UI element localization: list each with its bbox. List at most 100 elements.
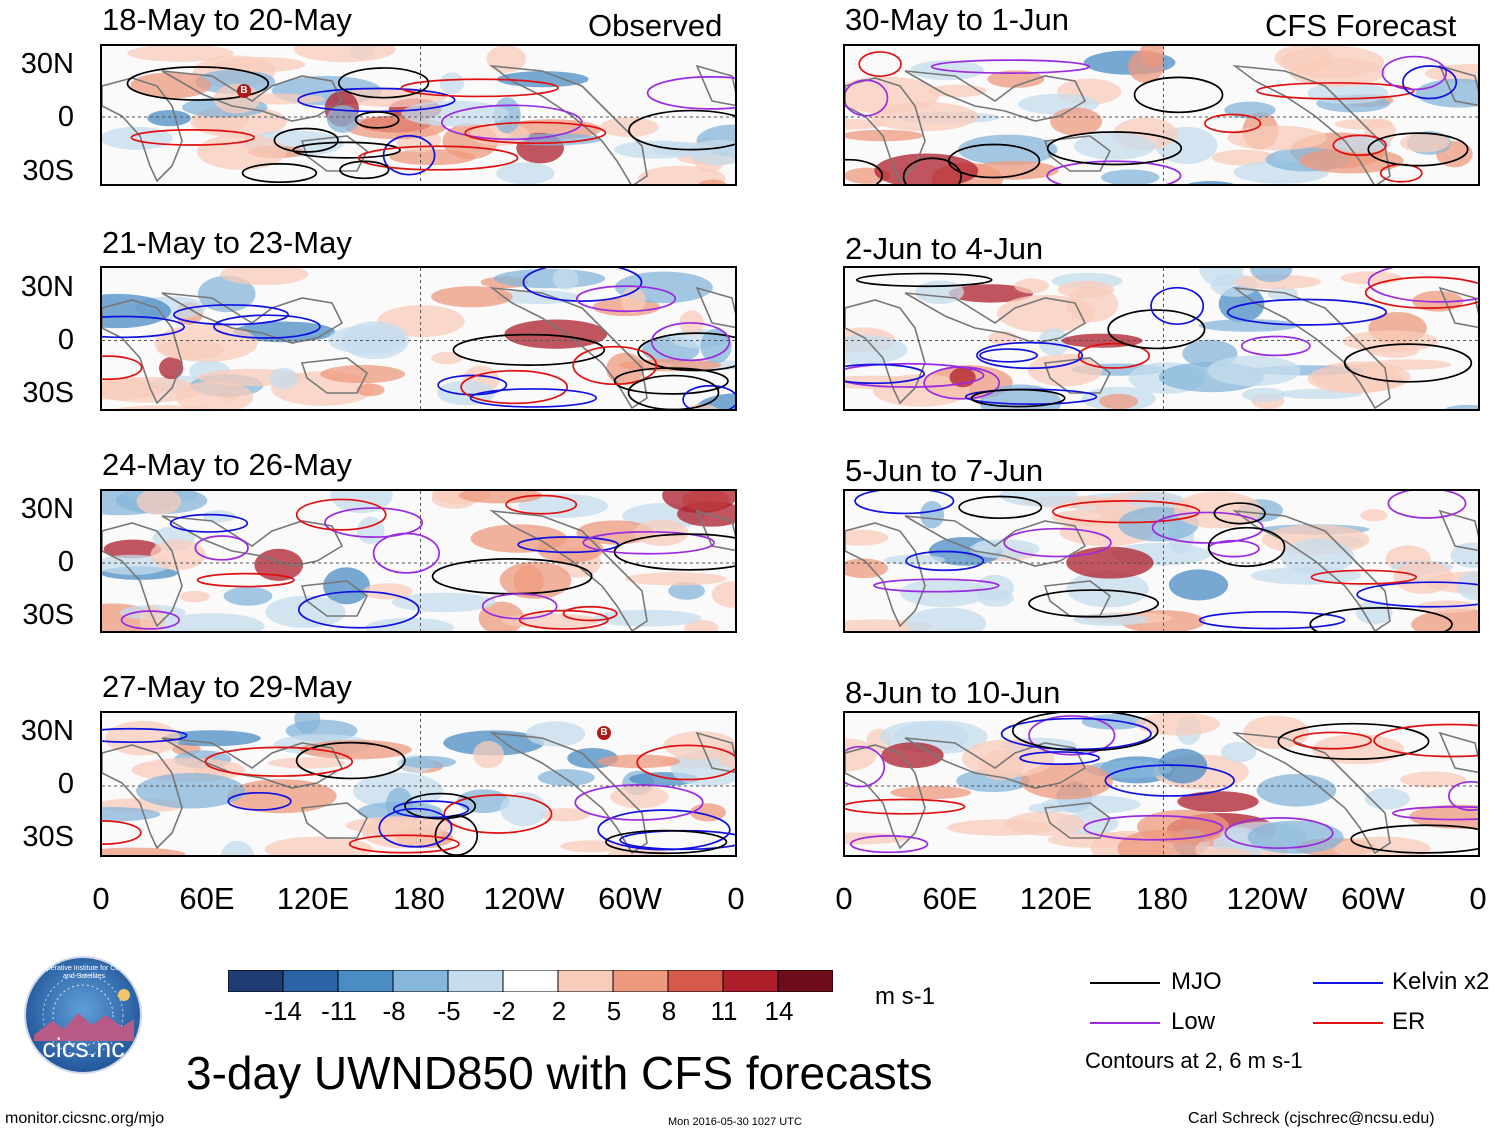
wind-shading [220, 268, 309, 286]
kelvin-contour [905, 550, 985, 572]
wind-shading [948, 284, 1034, 303]
mjo-contour [902, 157, 962, 184]
er-contour [572, 345, 658, 386]
wind-shading [999, 491, 1078, 507]
colorbar-segment [667, 969, 724, 993]
legend-line-low [1090, 1022, 1160, 1024]
wind-shading [320, 365, 406, 384]
wind-shading [1256, 774, 1337, 807]
lon-label: 0 [835, 881, 853, 916]
kelvin-contour [1402, 65, 1458, 100]
wind-shading [102, 847, 186, 855]
wind-shading [269, 367, 298, 390]
lon-label: 60W [1341, 881, 1405, 916]
footer-timestamp: Mon 2016-05-30 1027 UTC [668, 1116, 802, 1128]
wind-shading [400, 755, 457, 769]
wind-shading [223, 586, 273, 606]
mjo-contour [1046, 131, 1183, 166]
wind-shading [1177, 791, 1259, 813]
low-contour [1046, 160, 1182, 184]
kelvin-contour [1000, 717, 1152, 751]
wind-shading [537, 769, 595, 787]
colorbar-tick: 5 [606, 996, 622, 1026]
wind-shading [1057, 281, 1115, 299]
mjo-contour [628, 109, 735, 151]
er-contour [505, 494, 578, 515]
wind-shading [1139, 46, 1165, 67]
lon-label: 180 [393, 881, 445, 916]
mjo-contour [452, 333, 606, 366]
mjo-contour [627, 374, 720, 409]
lat-label: 0 [57, 546, 74, 578]
wind-shading [179, 590, 210, 603]
mjo-contour [1213, 502, 1266, 525]
colorbar [227, 969, 834, 993]
kelvin-contour [213, 314, 321, 339]
colorbar-tick: 8 [661, 996, 677, 1026]
wind-shading [537, 535, 604, 563]
wind-shading [518, 493, 609, 518]
wind-shading [265, 595, 346, 629]
kelvin-contour [1198, 610, 1346, 630]
legend-label-mjo: MJO [1171, 968, 1222, 995]
colorbar-tick: -2 [492, 996, 516, 1026]
wind-shading [977, 589, 1014, 607]
wind-shading [157, 339, 225, 360]
mjo-contour [1011, 713, 1159, 752]
cics-logo: Cooperative Institute for Climate and Sa… [12, 955, 155, 1075]
coastline [300, 802, 369, 839]
wind-shading [220, 840, 255, 855]
wind-shading [356, 516, 385, 545]
mjo-contour [1277, 722, 1430, 760]
kelvin-contour [1226, 298, 1388, 326]
wind-shading [1280, 539, 1355, 575]
colorbar-segment [502, 969, 559, 993]
wind-shading [973, 540, 1001, 554]
coastline [1438, 509, 1478, 552]
panel-title-1: 18-May to 20-May [102, 2, 352, 37]
er-contour [348, 834, 460, 854]
wind-shading [883, 554, 946, 565]
kelvin-contour [979, 348, 1038, 363]
er-contour [1310, 569, 1418, 585]
kelvin-contour [437, 374, 508, 396]
wind-shading [906, 607, 987, 631]
kelvin-contour [173, 304, 290, 326]
wind-shading [1411, 609, 1478, 631]
wind-shading [1250, 566, 1362, 585]
wind-shading [845, 129, 924, 142]
wind-shading [1342, 330, 1439, 353]
colorbar-tick: 2 [551, 996, 567, 1026]
wind-shading [356, 383, 385, 397]
wind-shading [662, 491, 735, 513]
wind-shading [1242, 387, 1286, 402]
coastline [1232, 286, 1391, 409]
wind-shading [1187, 181, 1234, 184]
colorbar-segment [612, 969, 669, 993]
wind-shading [610, 785, 669, 809]
wind-shading [1415, 78, 1478, 108]
er-contour [443, 794, 553, 834]
panel-title-7: 5-Jun to 7-Jun [845, 453, 1044, 488]
wind-shading [624, 572, 727, 586]
er-contour [1292, 731, 1373, 750]
wind-shading [1038, 328, 1070, 356]
mjo-contour [1133, 76, 1224, 114]
wind-shading [1299, 147, 1404, 174]
lat-label: 0 [57, 101, 74, 133]
er-contour [464, 121, 607, 145]
wind-shading [996, 294, 1096, 333]
wind-shading [1280, 46, 1385, 79]
wind-shading [293, 46, 396, 63]
wind-shading [540, 808, 590, 822]
mjo-contour [613, 533, 735, 571]
lat-label: 30N [20, 48, 74, 80]
er-contour [400, 78, 559, 98]
coastline [1043, 802, 1112, 839]
wind-shading [1247, 820, 1344, 854]
wind-shading [1355, 600, 1393, 625]
wind-shading [439, 72, 465, 95]
wind-shading [1360, 509, 1388, 522]
wind-shading [1211, 149, 1276, 166]
lat-label: 30N [20, 493, 74, 525]
